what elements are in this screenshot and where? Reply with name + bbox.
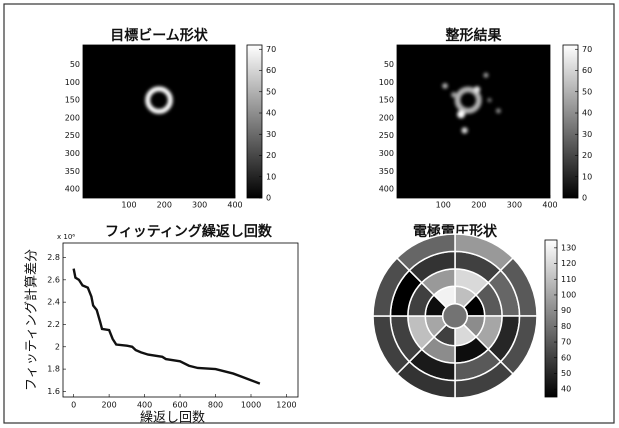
chart-title: 整形結果 [445, 27, 503, 44]
y-tick-label: 50 [70, 60, 80, 69]
y-tick-label: 1.6 [47, 387, 60, 396]
colorbar-tick-label: 70 [266, 45, 276, 54]
spot [457, 110, 465, 118]
colorbar-tick-label: 20 [582, 151, 592, 160]
y-tick-label: 300 [379, 149, 394, 158]
colorbar-tick-label: 30 [582, 130, 592, 139]
colorbar-tick-label: 10 [266, 172, 276, 181]
y-tick-label: 2.2 [47, 320, 60, 329]
colorbar-tick-label: 0 [266, 194, 271, 203]
x-tick-label: 200 [157, 201, 172, 210]
colorbar-tick-label: 100 [561, 290, 576, 299]
colorbar-tick-label: 50 [561, 369, 571, 378]
colorbar-tick-label: 80 [561, 322, 571, 331]
colorbar-tick-label: 30 [266, 130, 276, 139]
x-tick-label: 400 [137, 401, 152, 410]
colorbar-tick-label: 60 [582, 66, 592, 75]
colorbar-tick-label: 70 [561, 338, 571, 347]
colorbar-tick-label: 40 [266, 109, 276, 118]
colorbar-tick-label: 50 [266, 87, 276, 96]
x-tick-label: 100 [436, 201, 451, 210]
x-tick-label: 200 [101, 401, 116, 410]
y-axis-label: フィッティング計算差分 [24, 249, 40, 391]
spot [442, 83, 448, 89]
colorbar-tick-label: 130 [561, 243, 576, 252]
y-tick-label: 2 [55, 342, 60, 351]
spot [496, 108, 501, 113]
y-tick-label: 300 [65, 149, 80, 158]
x-tick-label: 100 [121, 201, 136, 210]
colorbar-tick-label: 40 [582, 109, 592, 118]
y-tick-label: 150 [65, 96, 80, 105]
x-tick-label: 400 [227, 201, 242, 210]
x-tick-label: 400 [542, 201, 557, 210]
colorbar-tick-label: 60 [266, 66, 276, 75]
y-tick-label: 200 [379, 113, 394, 122]
colorbar-tick-label: 90 [561, 306, 571, 315]
y-tick-label: 50 [384, 60, 394, 69]
x-tick-label: 1200 [276, 401, 296, 410]
colorbar-tick-label: 70 [582, 45, 592, 54]
colorbar-tick-label: 110 [561, 275, 576, 284]
spot [474, 86, 480, 92]
image-background [397, 45, 550, 198]
x-axis-label: 繰返し回数 [140, 411, 205, 426]
electrode-center [443, 304, 468, 329]
colorbar-tick-label: 60 [561, 353, 571, 362]
x-tick-label: 300 [507, 201, 522, 210]
colorbar-tick-label: 50 [582, 87, 592, 96]
spot [483, 73, 488, 78]
spot [461, 127, 467, 133]
y-tick-label: 2.6 [47, 275, 60, 284]
x-tick-label: 300 [192, 201, 207, 210]
y-tick-label: 400 [65, 185, 80, 194]
x-tick-label: 200 [471, 201, 486, 210]
y-tick-label: 350 [379, 167, 394, 176]
y-tick-label: 150 [379, 96, 394, 105]
colorbar-tick-label: 0 [582, 194, 587, 203]
colorbar-tick-label: 40 [561, 385, 571, 394]
chart-title: 目標ビーム形状 [110, 27, 209, 44]
x-tick-label: 600 [172, 401, 187, 410]
colorbar-tick-label: 120 [561, 259, 576, 268]
y-tick-label: 2.4 [47, 298, 60, 307]
y-multiplier: x 10⁶ [57, 233, 75, 241]
y-tick-label: 350 [65, 167, 80, 176]
y-tick-label: 100 [65, 78, 80, 87]
x-tick-label: 800 [208, 401, 223, 410]
y-tick-label: 100 [379, 78, 394, 87]
colorbar [247, 45, 262, 198]
spot [487, 98, 491, 102]
plot-frame [63, 243, 298, 397]
colorbar-tick-label: 10 [582, 172, 592, 181]
x-tick-label: 0 [71, 401, 76, 410]
y-tick-label: 250 [65, 131, 80, 140]
x-tick-label: 1000 [241, 401, 261, 410]
colorbar [563, 45, 578, 198]
figure: 目標ビーム形状100200300400501001502002503003504… [0, 0, 619, 428]
image-background [83, 45, 235, 198]
y-tick-label: 1.8 [47, 365, 60, 374]
y-tick-label: 2.8 [47, 253, 60, 262]
spot [451, 92, 457, 98]
chart-title: フィッティング繰返し回数 [105, 223, 273, 240]
y-tick-label: 250 [379, 131, 394, 140]
colorbar-tick-label: 20 [266, 151, 276, 160]
y-tick-label: 200 [65, 113, 80, 122]
y-tick-label: 400 [379, 185, 394, 194]
